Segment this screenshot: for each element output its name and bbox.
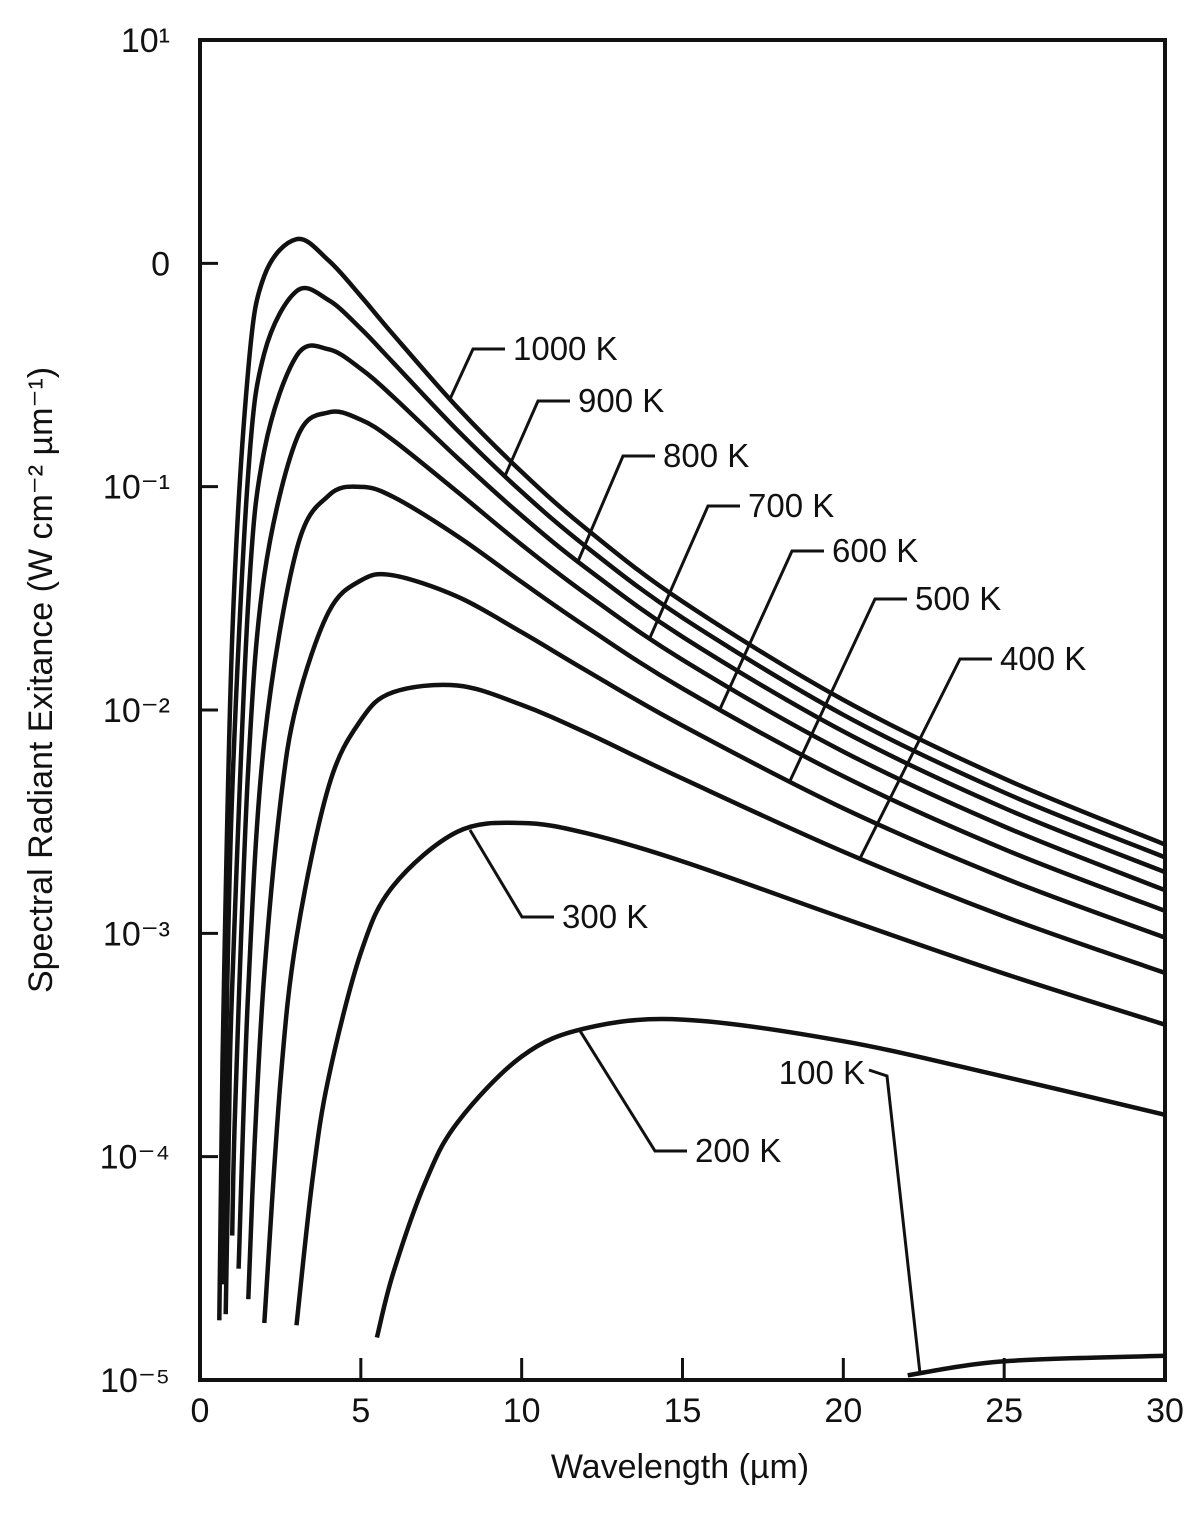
curve — [236, 484, 1165, 1269]
y-tick-label: 10⁻⁴ — [100, 1139, 170, 1177]
curve — [262, 682, 1165, 1324]
curve-label: 900 K — [578, 382, 664, 419]
y-tick-label: 10⁻¹ — [103, 469, 170, 507]
curve-label: 300 K — [562, 898, 648, 935]
curve-label: 500 K — [915, 580, 1001, 617]
y-axis-label: Spectral Radiant Exitance (W cm⁻² µm⁻¹) — [22, 367, 60, 993]
curve — [294, 820, 1165, 1326]
y-tick-label: 10⁻⁵ — [100, 1362, 170, 1400]
leader-line — [788, 597, 907, 782]
y-tick-label: 10⁻³ — [103, 915, 170, 953]
curve-label: 1000 K — [513, 330, 618, 367]
curve — [223, 343, 1165, 1315]
curve-label: 700 K — [748, 487, 834, 524]
leader-line — [468, 829, 554, 919]
curve — [907, 1353, 1165, 1378]
curve — [229, 409, 1165, 1236]
curve-label: 100 K — [779, 1054, 865, 1091]
leader-line — [503, 399, 570, 477]
leader-line — [718, 549, 824, 710]
curve-label: 800 K — [663, 437, 749, 474]
leader-line — [648, 504, 740, 639]
x-tick-label: 15 — [664, 1392, 702, 1430]
curve — [246, 571, 1165, 1300]
x-tick-label: 30 — [1146, 1392, 1184, 1430]
leader-line — [448, 347, 505, 400]
curve — [217, 236, 1165, 1321]
leader-line — [858, 657, 992, 860]
x-tick-label: 0 — [191, 1392, 210, 1430]
leader-line — [578, 1030, 687, 1153]
plot-frame — [198, 38, 1167, 1382]
curve-label: 200 K — [695, 1132, 781, 1169]
y-tick-label: 0 — [151, 245, 170, 283]
x-tick-label: 5 — [351, 1392, 370, 1430]
curve-label: 600 K — [832, 532, 918, 569]
x-tick-label: 10 — [503, 1392, 541, 1430]
curve-label: 400 K — [1000, 640, 1086, 677]
x-tick-label: 20 — [824, 1392, 862, 1430]
leader-line — [868, 1068, 922, 1374]
curve — [374, 1016, 1165, 1339]
x-tick-label: 25 — [985, 1392, 1023, 1430]
curves — [217, 236, 1165, 1378]
leader-line — [576, 454, 655, 562]
y-tick-label: 10⁻² — [103, 692, 170, 730]
y-tick-label: 10¹ — [121, 22, 170, 60]
x-axis-label: Wavelength (µm) — [551, 1448, 809, 1486]
